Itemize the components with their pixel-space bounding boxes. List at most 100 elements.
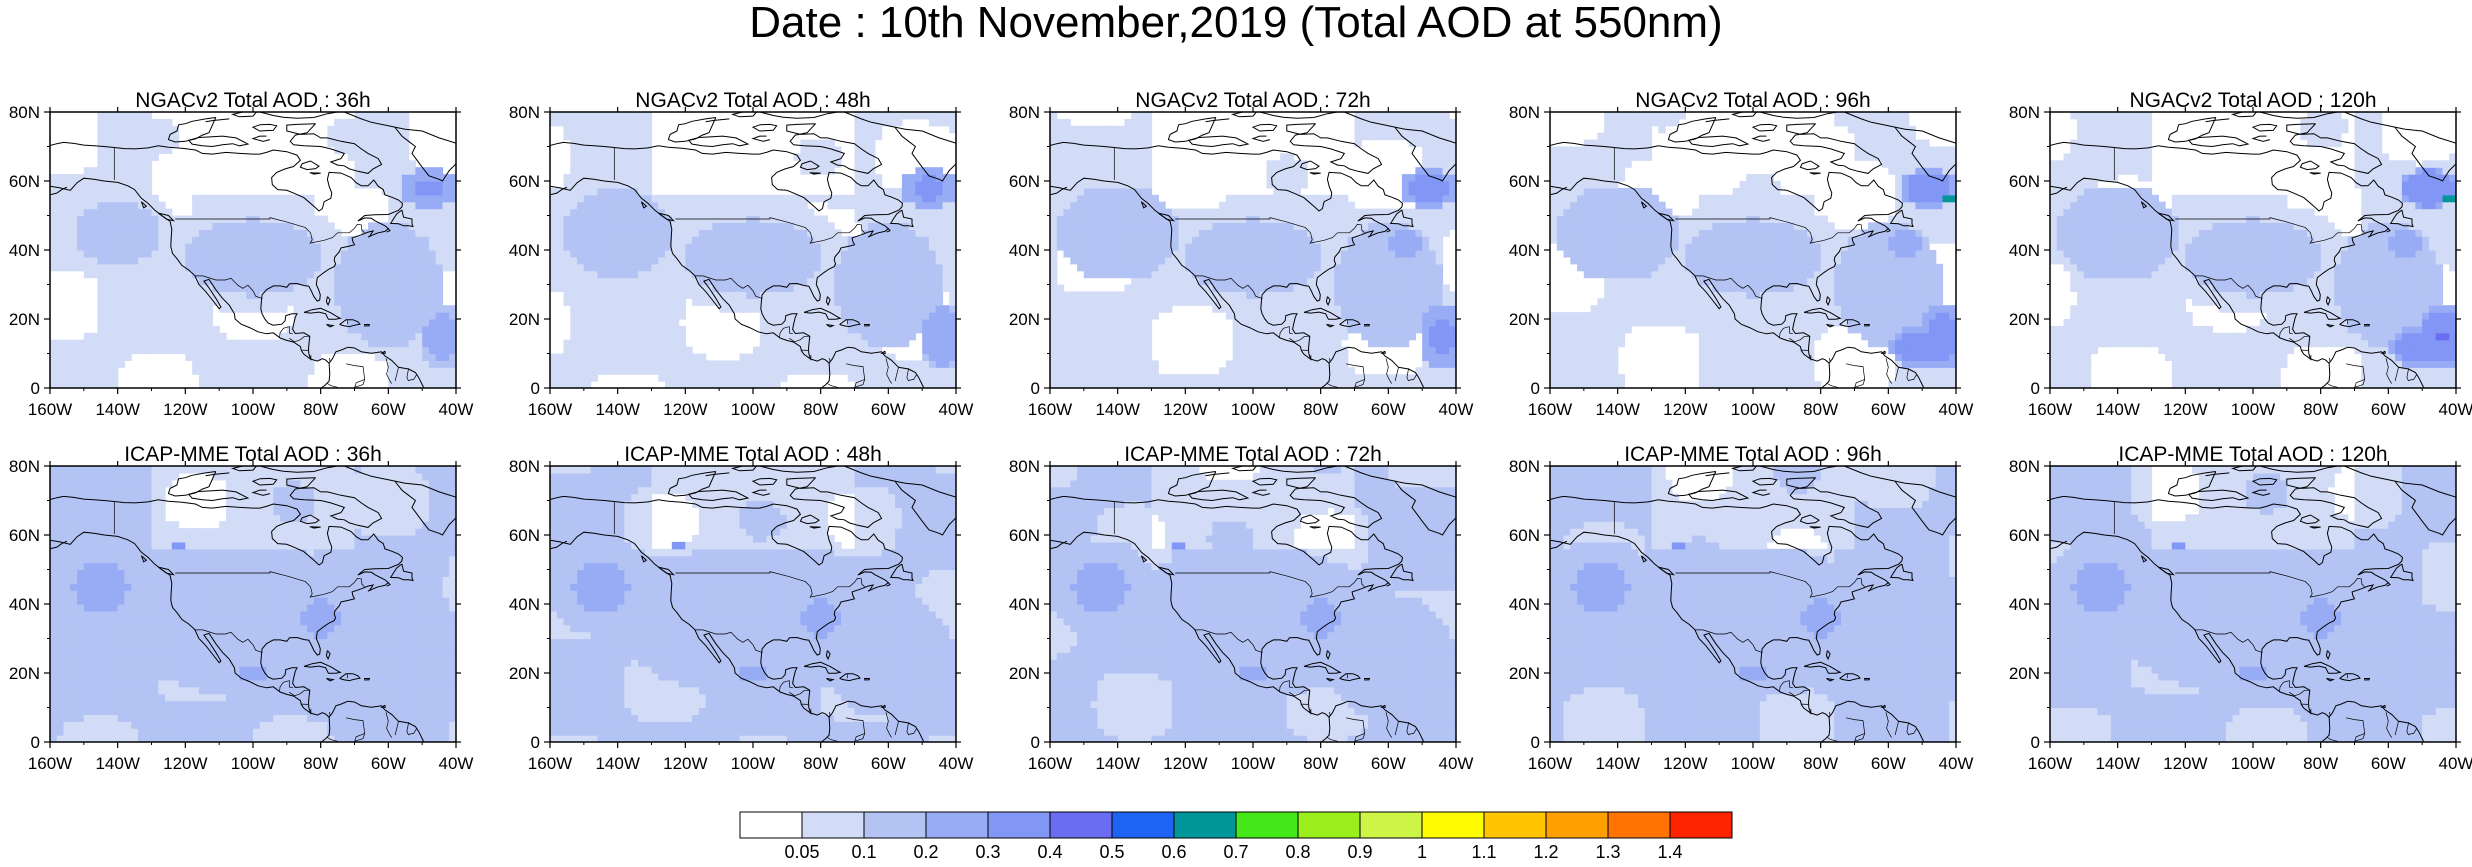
lon-tick-label: 40W <box>439 754 474 773</box>
lon-tick-label: 140W <box>95 754 139 773</box>
lat-tick-label: 40N <box>1009 595 1040 614</box>
lat-tick-label: 20N <box>2009 664 2040 683</box>
colorbar-label: 1 <box>1417 842 1427 862</box>
lat-tick-label: 0 <box>2031 733 2040 752</box>
lon-tick-label: 80W <box>1803 400 1838 419</box>
lat-tick-label: 80N <box>509 457 540 476</box>
lat-tick-label: 0 <box>531 733 540 752</box>
lon-tick-label: 160W <box>528 400 572 419</box>
lon-tick-label: 120W <box>1163 400 1207 419</box>
lat-tick-label: 40N <box>509 595 540 614</box>
lat-tick-label: 60N <box>1009 526 1040 545</box>
colorbar-swatch <box>1050 812 1112 838</box>
aod-field <box>50 112 457 389</box>
lon-tick-label: 60W <box>2371 400 2406 419</box>
lat-tick-label: 80N <box>509 103 540 122</box>
colorbar-label: 0.3 <box>975 842 1000 862</box>
lon-tick-label: 60W <box>871 400 906 419</box>
lon-tick-label: 120W <box>663 400 707 419</box>
colorbar-label: 0.6 <box>1161 842 1186 862</box>
lon-tick-label: 40W <box>1939 400 1974 419</box>
aod-field <box>2050 466 2457 743</box>
lon-tick-label: 160W <box>528 754 572 773</box>
lon-tick-label: 80W <box>1803 754 1838 773</box>
lat-tick-label: 80N <box>1009 457 1040 476</box>
lon-tick-label: 100W <box>2231 754 2275 773</box>
colorbar-swatch <box>740 812 802 838</box>
lat-tick-label: 20N <box>9 310 40 329</box>
lon-tick-label: 160W <box>28 400 72 419</box>
colorbar-label: 0.05 <box>784 842 819 862</box>
lat-tick-label: 80N <box>9 103 40 122</box>
colorbar-swatch <box>1112 812 1174 838</box>
lat-tick-label: 40N <box>9 595 40 614</box>
lon-tick-label: 100W <box>1731 400 1775 419</box>
lon-tick-label: 120W <box>1663 754 1707 773</box>
lon-tick-label: 160W <box>1028 754 1072 773</box>
figure-title: Date : 10th November,2019 (Total AOD at … <box>0 0 2472 46</box>
lat-tick-label: 40N <box>2009 595 2040 614</box>
lon-tick-label: 160W <box>1028 400 1072 419</box>
lat-tick-label: 20N <box>1009 310 1040 329</box>
lat-tick-label: 40N <box>9 241 40 260</box>
colorbar-swatch <box>802 812 864 838</box>
lon-tick-label: 140W <box>595 400 639 419</box>
lat-tick-label: 80N <box>1509 103 1540 122</box>
colorbar-label: 0.4 <box>1037 842 1062 862</box>
lon-tick-label: 160W <box>1528 754 1572 773</box>
lat-tick-label: 20N <box>509 310 540 329</box>
lon-tick-label: 80W <box>803 400 838 419</box>
lon-tick-label: 60W <box>1371 400 1406 419</box>
lon-tick-label: 160W <box>28 754 72 773</box>
colorbar-label: 0.2 <box>913 842 938 862</box>
lat-tick-label: 80N <box>2009 103 2040 122</box>
colorbar-swatch <box>1546 812 1608 838</box>
aod-field <box>550 466 957 743</box>
lat-tick-label: 80N <box>1509 457 1540 476</box>
lon-tick-label: 100W <box>2231 400 2275 419</box>
colorbar-label: 1.4 <box>1657 842 1682 862</box>
lon-tick-label: 100W <box>231 754 275 773</box>
lat-tick-label: 60N <box>509 526 540 545</box>
lat-tick-label: 0 <box>2031 379 2040 398</box>
lon-tick-label: 140W <box>1595 754 1639 773</box>
lon-tick-label: 100W <box>731 400 775 419</box>
colorbar-swatch <box>1484 812 1546 838</box>
colorbar-label: 0.8 <box>1285 842 1310 862</box>
lat-tick-label: 0 <box>1031 733 1040 752</box>
lon-tick-label: 80W <box>2303 754 2338 773</box>
lon-tick-label: 140W <box>2095 754 2139 773</box>
lat-tick-label: 20N <box>1009 664 1040 683</box>
aod-field <box>550 112 957 389</box>
colorbar-swatch <box>1360 812 1422 838</box>
lon-tick-label: 120W <box>1163 754 1207 773</box>
lat-tick-label: 40N <box>1509 595 1540 614</box>
lon-tick-label: 140W <box>1595 400 1639 419</box>
lon-tick-label: 140W <box>595 754 639 773</box>
lon-tick-label: 100W <box>1231 754 1275 773</box>
lon-tick-label: 40W <box>2439 754 2472 773</box>
lat-tick-label: 20N <box>2009 310 2040 329</box>
lat-tick-label: 20N <box>1509 310 1540 329</box>
colorbar-swatch <box>1670 812 1732 838</box>
colorbar-label: 0.7 <box>1223 842 1248 862</box>
lat-tick-label: 40N <box>2009 241 2040 260</box>
lat-tick-label: 80N <box>1009 103 1040 122</box>
colorbar-label: 0.5 <box>1099 842 1124 862</box>
aod-field <box>50 466 457 743</box>
lon-tick-label: 160W <box>2028 400 2072 419</box>
colorbar-label: 1.1 <box>1471 842 1496 862</box>
lon-tick-label: 80W <box>303 754 338 773</box>
